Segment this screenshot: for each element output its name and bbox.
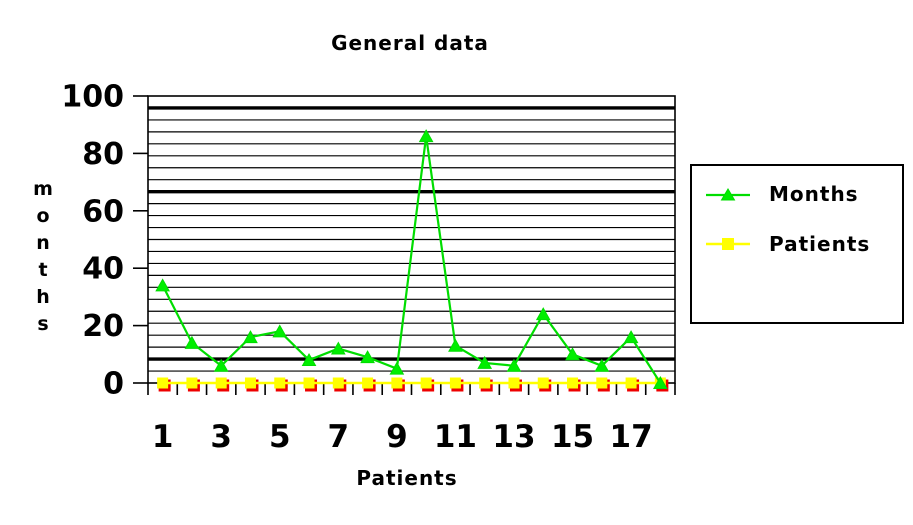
marker-square-patients — [215, 377, 227, 389]
marker-square-patients — [596, 377, 608, 389]
y-tick-label: 0 — [103, 367, 124, 402]
x-tick-label: 5 — [269, 419, 291, 455]
legend-item-months: Months — [692, 179, 902, 209]
x-tick-label: 11 — [434, 419, 477, 455]
y-tick-label: 100 — [61, 80, 124, 115]
legend-label-patients: Patients — [769, 232, 871, 256]
y-tick-label: 20 — [82, 309, 124, 344]
x-tick-label: 15 — [551, 419, 594, 455]
legend-item-patients: Patients — [692, 229, 902, 259]
marker-triangle-months — [330, 341, 346, 355]
marker-square-patients — [186, 377, 198, 389]
marker-square-patients — [567, 377, 579, 389]
marker-triangle-months — [448, 338, 463, 352]
marker-triangle-months — [360, 350, 375, 364]
marker-triangle-months — [623, 330, 639, 344]
marker-square-patients — [449, 377, 461, 389]
marker-triangle-months — [155, 278, 170, 292]
marker-triangle-months — [272, 324, 288, 338]
months-series-icon — [706, 188, 750, 201]
marker-triangle-months — [243, 330, 258, 344]
marker-square-patients — [625, 377, 637, 389]
x-tick-label: 3 — [210, 419, 232, 455]
marker-triangle-months — [535, 307, 551, 321]
series-line-months — [161, 136, 662, 384]
y-axis-title: m o n t h s — [33, 178, 53, 335]
marker-triangle-months — [477, 355, 493, 369]
x-tick-label: 1 — [152, 419, 174, 455]
legend-label-months: Months — [769, 182, 859, 206]
x-tick-label: 13 — [492, 419, 535, 455]
marker-triangle-months — [506, 358, 522, 372]
y-tick-label: 80 — [82, 137, 124, 172]
marker-triangle-months — [184, 335, 200, 349]
marker-square-patients — [508, 377, 520, 389]
marker-square-patients — [274, 377, 286, 389]
x-tick-label: 7 — [328, 419, 350, 455]
marker-triangle-months — [213, 358, 229, 372]
patients-series-icon — [706, 238, 750, 250]
marker-square-patients — [362, 377, 374, 389]
marker-square-patients — [244, 377, 256, 389]
chart-title: General data — [331, 31, 489, 55]
marker-triangle-months — [418, 129, 434, 143]
x-tick-label: 17 — [610, 419, 653, 455]
marker-triangle-months — [301, 353, 317, 367]
marker-square-patients — [157, 377, 169, 389]
marker-square-patients — [332, 377, 344, 389]
marker-square-patients — [391, 377, 403, 389]
y-tick-label: 60 — [82, 194, 124, 229]
x-tick-label: 9 — [386, 419, 408, 455]
legend: Months Patients — [690, 164, 904, 324]
marker-triangle-months — [653, 375, 668, 389]
marker-square-patients — [420, 377, 432, 389]
marker-triangle-months — [565, 347, 580, 361]
marker-square-patients — [537, 377, 549, 389]
marker-square-patients — [479, 377, 491, 389]
x-axis-title: Patients — [356, 466, 458, 490]
marker-triangle-months — [594, 358, 610, 372]
marker-triangle-months — [389, 361, 405, 375]
marker-square-patients — [303, 377, 315, 389]
y-tick-label: 40 — [82, 252, 124, 287]
